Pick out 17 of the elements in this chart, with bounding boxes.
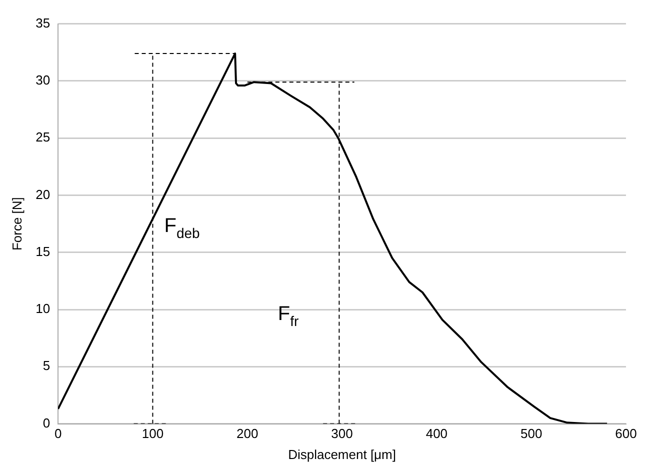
x-tick-label: 100 bbox=[142, 426, 164, 442]
y-tick-label: 25 bbox=[36, 130, 50, 145]
x-tick-label: 600 bbox=[615, 426, 637, 442]
y-axis-title: Force [N] bbox=[9, 197, 24, 251]
y-tick-label: 10 bbox=[36, 301, 50, 316]
x-tick-label: 300 bbox=[331, 426, 353, 442]
y-tick-label: 30 bbox=[36, 72, 50, 88]
y-tick-label: 35 bbox=[36, 15, 50, 30]
x-tick-label: 500 bbox=[520, 426, 542, 442]
y-tick-label: 5 bbox=[42, 358, 50, 374]
y-tick-label: 15 bbox=[36, 244, 50, 259]
y-tick-label: 20 bbox=[36, 186, 50, 202]
x-tick-label: 0 bbox=[54, 426, 62, 442]
x-tick-label: 400 bbox=[426, 426, 448, 442]
x-axis-title: Displacement [μm] bbox=[288, 446, 396, 462]
x-tick-label: 200 bbox=[236, 426, 258, 442]
y-tick-label: 0 bbox=[42, 415, 50, 430]
